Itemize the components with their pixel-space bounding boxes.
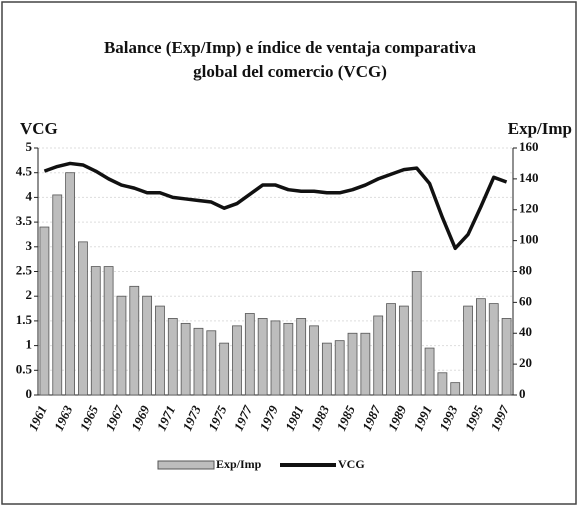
bar xyxy=(373,315,384,396)
bar xyxy=(116,295,127,396)
x-tick-label: 1969 xyxy=(128,403,153,433)
legend-label: VCG xyxy=(338,457,365,471)
bar xyxy=(411,271,422,396)
bar xyxy=(309,325,319,396)
x-tick-label: 1967 xyxy=(102,403,127,433)
bar xyxy=(463,305,473,396)
bar xyxy=(52,194,63,396)
bar xyxy=(65,172,75,396)
bar xyxy=(501,318,512,396)
bar xyxy=(321,342,332,396)
x-tick-label: 1995 xyxy=(462,403,487,433)
y2-tick-label: 60 xyxy=(519,293,532,308)
y-axis-label: VCG xyxy=(20,119,58,138)
y-tick-label: 0.5 xyxy=(16,361,33,376)
bar xyxy=(39,226,50,396)
x-tick-label: 1993 xyxy=(436,403,461,433)
y2-tick-label: 120 xyxy=(519,201,539,216)
line xyxy=(43,161,508,251)
y-tick-label: 4.5 xyxy=(16,164,33,179)
chart-title: Balance (Exp/Imp) e índice de ventaja co… xyxy=(103,38,477,81)
y-tick-label: 2 xyxy=(26,287,33,302)
x-tick-label: 1961 xyxy=(25,403,50,433)
legend-label: Exp/Imp xyxy=(216,457,262,471)
bar xyxy=(360,332,371,396)
bar xyxy=(129,285,140,396)
y-tick-label: 1.5 xyxy=(16,312,33,327)
bar xyxy=(270,320,281,396)
y2-axis-label: Exp/Imp xyxy=(508,119,572,138)
y-tick-label: 3.5 xyxy=(16,213,33,228)
y-tick-label: 4 xyxy=(26,188,33,203)
x-tick-label: 1973 xyxy=(179,403,204,433)
bar xyxy=(296,318,307,396)
y-tick-label: 5 xyxy=(26,139,33,154)
y2-tick-label: 80 xyxy=(519,262,532,277)
x-tick-label: 1985 xyxy=(333,403,358,433)
bar xyxy=(476,298,486,396)
bar xyxy=(398,305,409,396)
bar xyxy=(193,327,204,396)
bar xyxy=(283,322,294,396)
y2-tick-label: 160 xyxy=(519,139,539,154)
x-tick-label: 1987 xyxy=(359,403,384,433)
bar xyxy=(386,303,396,396)
x-tick-label: 1979 xyxy=(256,403,281,433)
bar xyxy=(488,303,499,396)
x-tick-label: 1971 xyxy=(154,403,179,433)
x-tick-label: 1965 xyxy=(77,403,102,433)
x-tick-label: 1981 xyxy=(282,403,307,433)
y2-tick-label: 140 xyxy=(519,170,539,185)
y-tick-label: 3 xyxy=(26,238,33,253)
y2-tick-label: 40 xyxy=(519,324,532,339)
x-tick-label: 1983 xyxy=(308,403,333,433)
bar xyxy=(424,347,435,396)
bar xyxy=(219,342,230,396)
x-tick-label: 1991 xyxy=(410,403,435,433)
x-tick-label: 1977 xyxy=(231,403,256,433)
x-tick-label: 1989 xyxy=(385,403,410,433)
bar xyxy=(206,330,217,396)
y2-tick-label: 20 xyxy=(519,355,532,370)
x-tick-label: 1997 xyxy=(487,403,512,433)
legend-swatch xyxy=(157,460,215,470)
bar xyxy=(347,332,358,396)
bar xyxy=(450,382,461,396)
bar xyxy=(78,241,88,396)
bar xyxy=(244,313,255,396)
bar xyxy=(257,318,268,396)
bar xyxy=(334,340,345,396)
bar xyxy=(103,266,114,396)
y-tick-label: 2.5 xyxy=(16,262,33,277)
bar xyxy=(142,295,153,396)
bar xyxy=(180,322,191,396)
y2-tick-label: 100 xyxy=(519,232,539,247)
bar xyxy=(155,305,165,396)
x-tick-label: 1963 xyxy=(51,403,76,433)
y-tick-label: 0 xyxy=(26,386,33,401)
x-tick-label: 1975 xyxy=(205,403,230,433)
bar xyxy=(437,372,448,396)
y-tick-label: 1 xyxy=(26,337,33,352)
y2-tick-label: 0 xyxy=(519,386,526,401)
bar xyxy=(90,266,101,396)
bar xyxy=(167,318,178,396)
bar xyxy=(232,325,242,396)
